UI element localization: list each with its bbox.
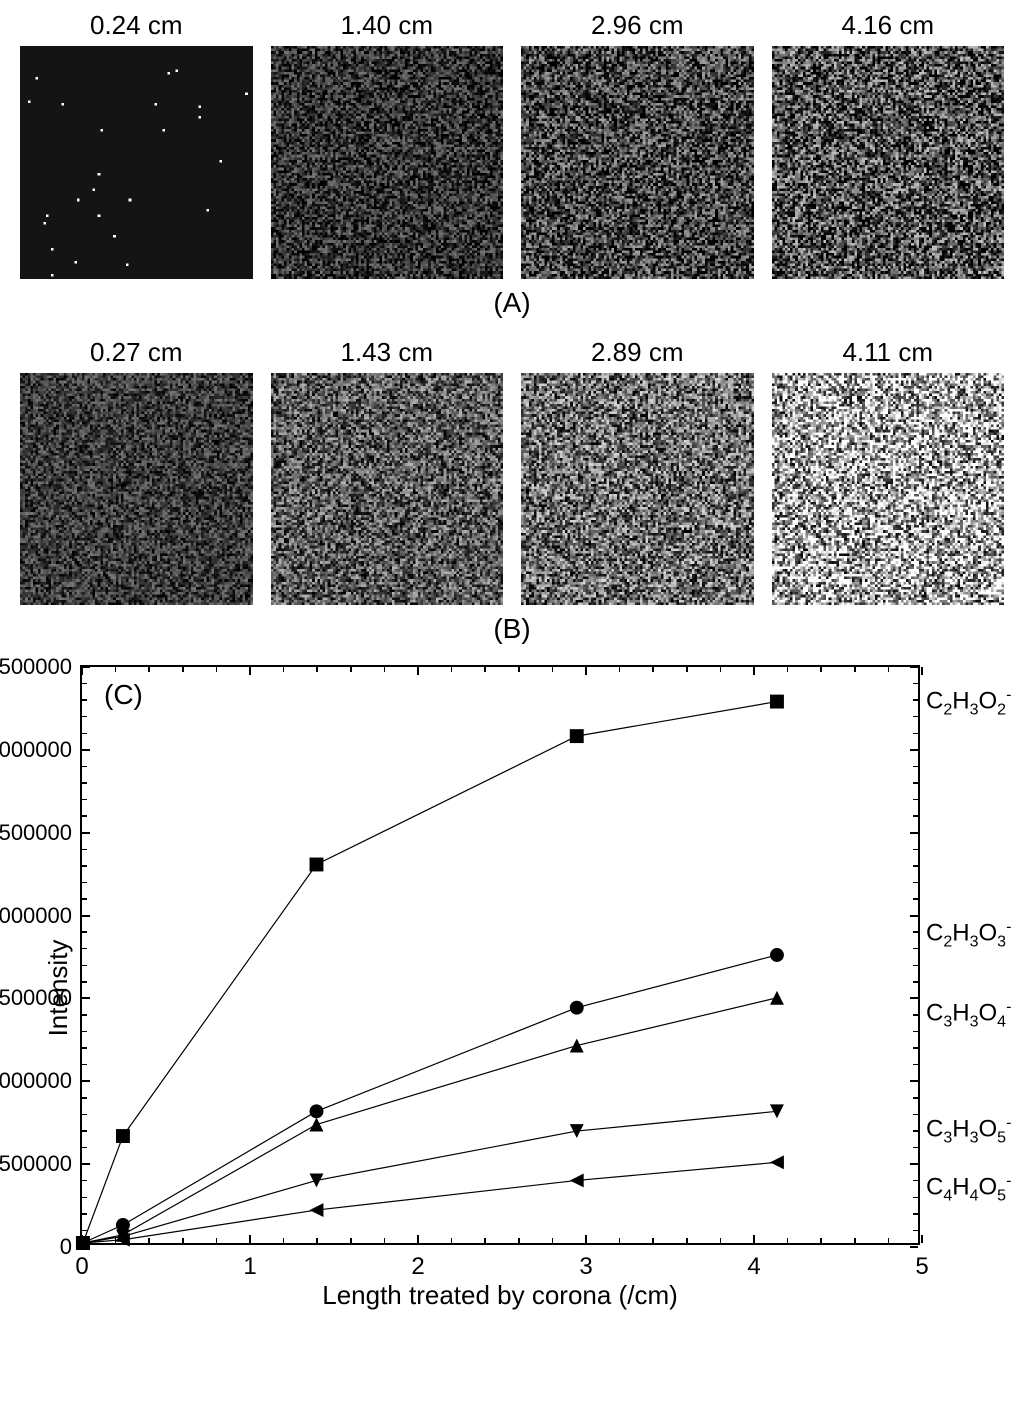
- microscopy-image: [271, 46, 504, 279]
- microscopy-image: [20, 46, 253, 279]
- image-cell: 4.11 cm: [772, 337, 1005, 606]
- x-tick-label: 1: [243, 1243, 256, 1281]
- image-label: 1.40 cm: [341, 10, 434, 41]
- microscopy-image: [271, 373, 504, 606]
- series-label-c3h3o4: C3H3O4-: [918, 999, 1011, 1032]
- x-axis-label: Length treated by corona (/cm): [80, 1280, 920, 1311]
- image-cell: 0.24 cm: [20, 10, 253, 279]
- chart-svg: [82, 667, 918, 1243]
- y-tick-label: 3000000: [0, 737, 82, 763]
- y-tick-label: 1000000: [0, 1068, 82, 1094]
- image-label: 0.24 cm: [90, 10, 183, 41]
- x-tick-label: 2: [411, 1243, 424, 1281]
- panel-label-a: (A): [20, 287, 1004, 319]
- y-axis-label: Intensity: [43, 940, 74, 1037]
- image-cell: 2.89 cm: [521, 337, 754, 606]
- x-tick-label: 3: [579, 1243, 592, 1281]
- chart-c: (C) 050000010000001500000200000025000003…: [80, 665, 994, 1311]
- plot-frame: (C) 050000010000001500000200000025000003…: [80, 665, 920, 1245]
- microscopy-image: [521, 46, 754, 279]
- microscopy-image: [20, 373, 253, 606]
- image-cell: 2.96 cm: [521, 10, 754, 279]
- image-label: 4.16 cm: [842, 10, 935, 41]
- series-label-c3h3o5: C3H3O5-: [918, 1115, 1011, 1148]
- image-label: 2.96 cm: [591, 10, 684, 41]
- y-tick-label: 2000000: [0, 903, 82, 929]
- image-label: 4.11 cm: [842, 337, 933, 368]
- y-tick-label: 2500000: [0, 820, 82, 846]
- series-label-c2h3o3: C2H3O3-: [918, 919, 1011, 952]
- y-tick-label: 3500000: [0, 654, 82, 680]
- x-tick-label: 5: [915, 1243, 928, 1281]
- microscopy-image: [772, 46, 1005, 279]
- image-cell: 4.16 cm: [772, 10, 1005, 279]
- microscopy-image: [772, 373, 1005, 606]
- image-cell: 1.43 cm: [271, 337, 504, 606]
- image-label: 1.43 cm: [341, 337, 434, 368]
- image-cell: 1.40 cm: [271, 10, 504, 279]
- image-row-b: 0.27 cm 1.43 cm 2.89 cm 4.11 cm: [20, 337, 1004, 606]
- microscopy-image: [521, 373, 754, 606]
- series-label-c2h3o2: C2H3O2-: [918, 687, 1011, 720]
- image-row-a: 0.24 cm 1.40 cm 2.96 cm 4.16 cm: [20, 10, 1004, 279]
- image-label: 0.27 cm: [90, 337, 183, 368]
- image-label: 2.89 cm: [591, 337, 684, 368]
- series-label-c4h4o5: C4H4O5-: [918, 1173, 1011, 1206]
- panel-label-b: (B): [20, 613, 1004, 645]
- image-cell: 0.27 cm: [20, 337, 253, 606]
- x-tick-label: 0: [75, 1243, 88, 1281]
- x-tick-label: 4: [747, 1243, 760, 1281]
- y-tick-label: 500000: [0, 1151, 82, 1177]
